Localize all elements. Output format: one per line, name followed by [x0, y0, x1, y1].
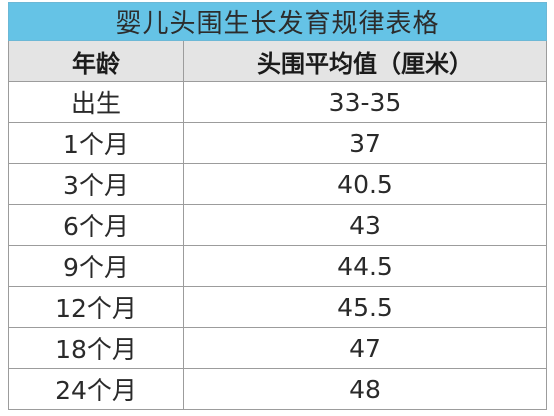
head-circumference-cell: 43 [182, 204, 548, 246]
age-cell: 12个月 [8, 286, 184, 328]
head-circumference-cell: 33-35 [182, 81, 548, 123]
table-row: 1个月 37 [8, 122, 548, 164]
table-row: 18个月 47 [8, 327, 548, 369]
title-row: 婴儿头围生长发育规律表格 [7, 2, 548, 41]
head-circumference-cell: 37 [182, 122, 548, 164]
table-title: 婴儿头围生长发育规律表格 [7, 2, 548, 41]
table-row: 24个月 48 [8, 368, 548, 410]
head-circumference-cell: 44.5 [182, 245, 548, 287]
age-cell: 1个月 [8, 122, 184, 164]
head-circumference-cell: 40.5 [182, 163, 548, 205]
head-circumference-cell: 45.5 [182, 286, 548, 328]
age-cell: 9个月 [8, 245, 184, 287]
column-header-head-circumference: 头围平均值（厘米） [182, 40, 548, 82]
age-cell: 3个月 [8, 163, 184, 205]
table-row: 12个月 45.5 [8, 286, 548, 328]
age-cell: 24个月 [8, 368, 184, 410]
table-row: 出生 33-35 [8, 81, 548, 123]
age-cell: 18个月 [8, 327, 184, 369]
column-header-age: 年龄 [8, 40, 184, 82]
age-cell: 出生 [8, 81, 184, 123]
age-cell: 6个月 [8, 204, 184, 246]
table-row: 9个月 44.5 [8, 245, 548, 287]
table-body: 出生 33-35 1个月 37 3个月 40.5 6个月 43 9个月 44.5 12个月 45.5 1… [8, 81, 548, 410]
head-circumference-table: 婴儿头围生长发育规律表格 年龄 头围平均值（厘米） 出生 33-35 1个月 37 3个… [7, 2, 548, 410]
head-circumference-cell: 48 [182, 368, 548, 410]
head-circumference-cell: 47 [182, 327, 548, 369]
table-row: 3个月 40.5 [8, 163, 548, 205]
header-row: 年龄 头围平均值（厘米） [8, 40, 548, 82]
table-row: 6个月 43 [8, 204, 548, 246]
